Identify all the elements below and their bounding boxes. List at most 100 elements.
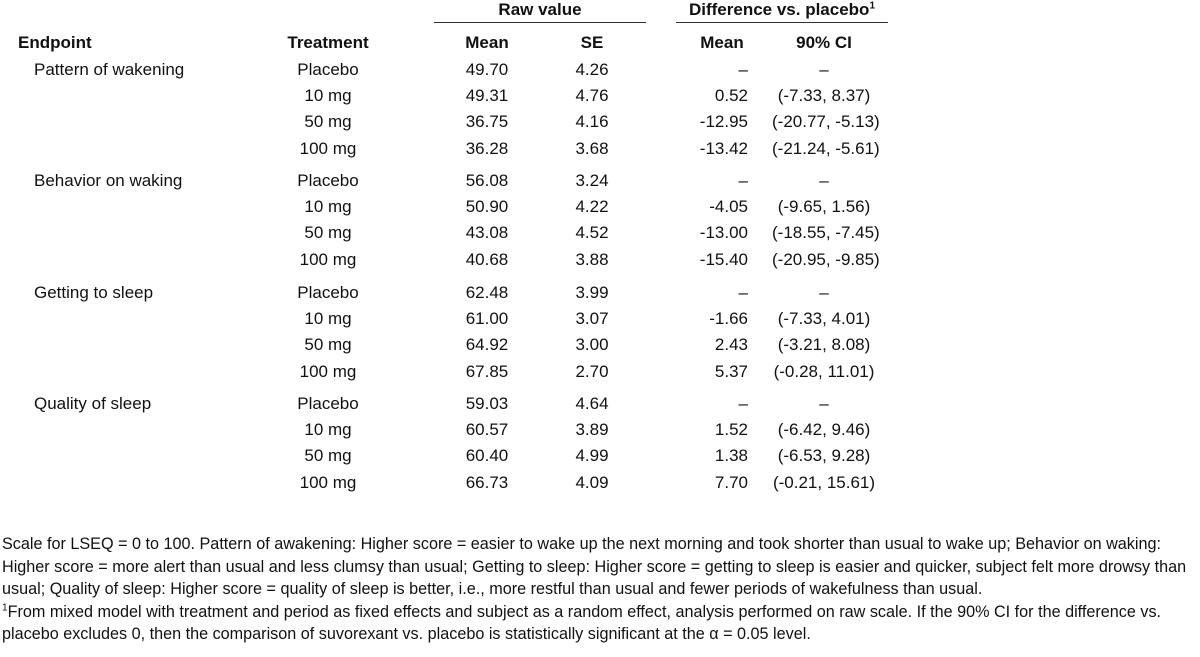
- col-treatment-header: Treatment: [287, 33, 369, 52]
- raw-se-cell: 4.76: [575, 86, 609, 106]
- diff-mean-cell: 5.37: [714, 361, 748, 381]
- raw-se-cell: 3.68: [575, 138, 609, 158]
- diff-mean-cell: -12.95: [699, 112, 748, 132]
- raw-se-cell: 4.09: [575, 472, 609, 492]
- treatment-cell: 50 mg: [304, 446, 352, 466]
- col-raw-mean-header: Mean: [465, 33, 509, 52]
- raw-se-cell: 4.26: [575, 60, 609, 79]
- table-footnotes: Scale for LSEQ = 0 to 100. Pattern of aw…: [2, 533, 1198, 646]
- model-footnote: 1From mixed model with treatment and per…: [2, 601, 1198, 646]
- endpoint-label: Getting to sleep: [34, 283, 154, 302]
- treatment-cell: 100 mg: [299, 472, 357, 492]
- raw-mean-cell: 66.73: [465, 472, 509, 492]
- diff-ci-cell: (-20.95, -9.85): [772, 249, 880, 269]
- raw-value-group-header: Raw value: [498, 0, 582, 19]
- raw-mean-cell: 60.57: [465, 420, 509, 440]
- raw-mean-cell: 36.75: [465, 112, 509, 132]
- diff-mean-cell: –: [738, 283, 748, 302]
- diff-ci-cell: (-21.24, -5.61): [772, 138, 880, 158]
- raw-mean-cell: 56.08: [465, 171, 509, 190]
- raw-mean-cell: 60.40: [465, 446, 509, 466]
- diff-mean-cell: 2.43: [714, 335, 748, 355]
- footnote-marker: 1: [869, 0, 876, 12]
- diff-ci-cell: (-7.33, 4.01): [777, 309, 871, 329]
- diff-ci-cell: (-7.33, 8.37): [777, 86, 871, 106]
- raw-mean-cell: 59.03: [465, 394, 509, 413]
- raw-se-cell: 3.88: [575, 249, 609, 269]
- raw-mean-cell: 62.48: [465, 283, 509, 302]
- diff-mean-cell: -15.40: [699, 249, 748, 269]
- diff-mean-cell: -4.05: [709, 197, 748, 217]
- diff-mean-cell: -13.42: [699, 138, 748, 158]
- treatment-cell: Placebo: [297, 394, 359, 413]
- treatment-cell: 50 mg: [304, 112, 352, 132]
- difference-group-header: Difference vs. placebo1: [676, 0, 888, 20]
- treatment-cell: 10 mg: [304, 86, 352, 106]
- footnote-marker: 1: [2, 602, 8, 614]
- raw-se-cell: 2.70: [575, 361, 609, 381]
- diff-mean-cell: –: [738, 171, 748, 190]
- difference-underline: [676, 22, 888, 23]
- diff-mean-cell: 1.52: [714, 420, 748, 440]
- endpoint-label: Behavior on waking: [34, 171, 183, 190]
- diff-mean-cell: 7.70: [714, 472, 748, 492]
- raw-mean-cell: 50.90: [465, 197, 509, 217]
- treatment-cell: Placebo: [297, 283, 359, 302]
- raw-se-cell: 3.89: [575, 420, 609, 440]
- diff-mean-cell: -1.66: [709, 309, 748, 329]
- raw-se-cell: 4.64: [575, 394, 609, 413]
- raw-mean-cell: 64.92: [465, 335, 509, 355]
- diff-ci-cell: (-3.21, 8.08): [777, 335, 871, 355]
- diff-ci-cell: (-0.21, 15.61): [772, 472, 876, 492]
- difference-group-label: Difference vs. placebo: [688, 0, 870, 19]
- diff-ci-cell: (-9.65, 1.56): [777, 197, 871, 217]
- treatment-cell: Placebo: [297, 171, 359, 190]
- raw-se-cell: 3.07: [575, 309, 609, 329]
- raw-mean-cell: 49.70: [465, 60, 509, 79]
- treatment-cell: Placebo: [297, 60, 359, 79]
- diff-ci-cell: (-18.55, -7.45): [772, 223, 880, 243]
- raw-mean-cell: 67.85: [465, 361, 509, 381]
- raw-se-cell: 3.00: [575, 335, 609, 355]
- scale-footnote: Scale for LSEQ = 0 to 100. Pattern of aw…: [2, 535, 1187, 599]
- diff-ci-cell: (-0.28, 11.01): [773, 361, 875, 381]
- treatment-cell: 10 mg: [304, 309, 352, 329]
- raw-se-cell: 4.52: [575, 223, 609, 243]
- treatment-cell: 50 mg: [304, 335, 352, 355]
- diff-mean-cell: –: [738, 394, 748, 413]
- treatment-cell: 50 mg: [304, 223, 352, 243]
- col-diff-mean-header: Mean: [700, 33, 744, 52]
- raw-se-cell: 3.24: [575, 171, 609, 190]
- diff-ci-cell: –: [819, 283, 829, 302]
- endpoint-label: Quality of sleep: [34, 394, 152, 413]
- raw-se-cell: 4.16: [575, 112, 609, 132]
- col-raw-se-header: SE: [580, 33, 604, 52]
- raw-mean-cell: 61.00: [465, 309, 509, 329]
- raw-mean-cell: 49.31: [465, 86, 509, 106]
- diff-mean-cell: 0.52: [714, 86, 748, 106]
- diff-ci-cell: (-6.53, 9.28): [777, 446, 871, 466]
- diff-ci-cell: (-6.42, 9.46): [777, 420, 871, 440]
- model-footnote-text: From mixed model with treatment and peri…: [2, 602, 1162, 644]
- treatment-cell: 100 mg: [299, 249, 357, 269]
- diff-ci-cell: –: [819, 394, 829, 413]
- treatment-cell: 10 mg: [304, 420, 352, 440]
- raw-mean-cell: 43.08: [465, 223, 509, 243]
- diff-mean-cell: -13.00: [699, 223, 748, 243]
- diff-mean-cell: 1.38: [714, 446, 748, 466]
- diff-mean-cell: –: [738, 60, 748, 79]
- col-diff-ci-header: 90% CI: [796, 33, 852, 52]
- raw-value-underline: [434, 22, 646, 23]
- raw-se-cell: 4.22: [575, 197, 609, 217]
- raw-se-cell: 3.99: [575, 283, 609, 302]
- diff-ci-cell: –: [819, 60, 829, 79]
- raw-mean-cell: 36.28: [465, 138, 509, 158]
- treatment-cell: 10 mg: [304, 197, 352, 217]
- diff-ci-cell: (-20.77, -5.13): [772, 112, 880, 132]
- raw-se-cell: 4.99: [575, 446, 609, 466]
- treatment-cell: 100 mg: [299, 138, 357, 158]
- endpoint-label: Pattern of wakening: [34, 60, 185, 79]
- diff-ci-cell: –: [819, 171, 829, 190]
- col-endpoint-header: Endpoint: [18, 33, 92, 52]
- treatment-cell: 100 mg: [299, 361, 357, 381]
